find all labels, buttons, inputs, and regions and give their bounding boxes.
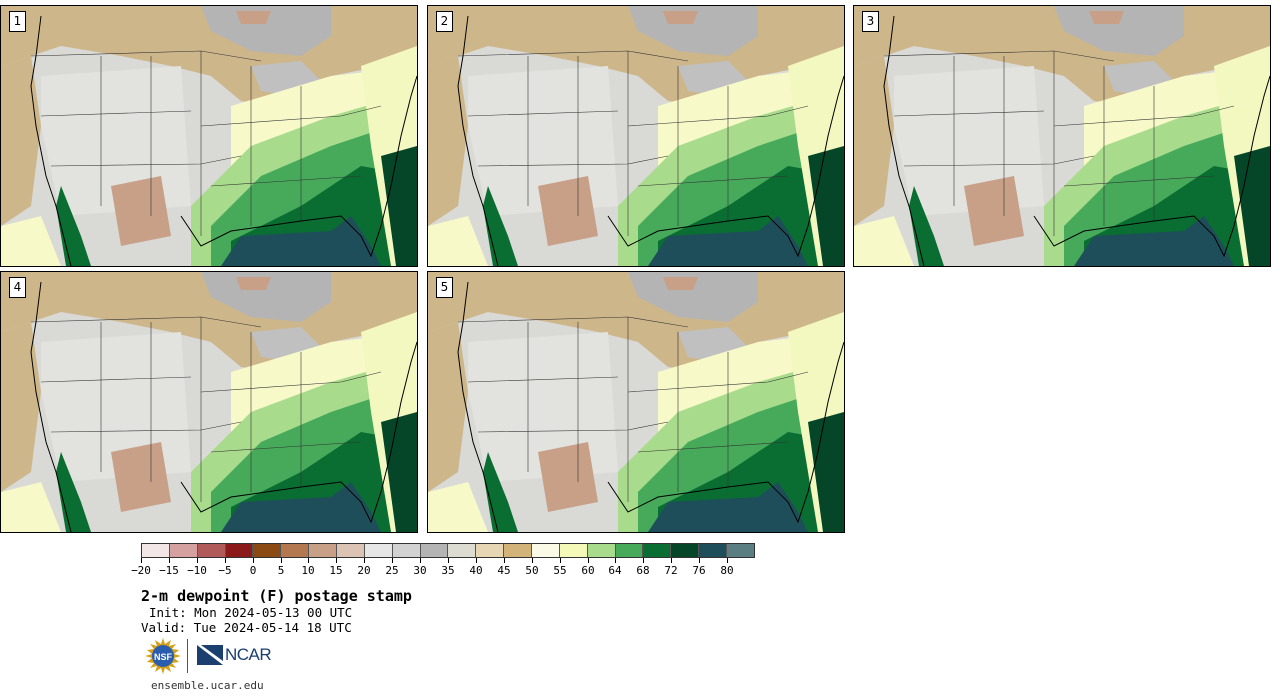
colorbar-swatch: [281, 544, 310, 557]
panel-number: 4: [9, 277, 26, 298]
colorbar-tick: [560, 558, 561, 563]
colorbar-tick: [643, 558, 644, 563]
colorbar-swatch: [643, 544, 672, 557]
colorbar-tick-label: 30: [413, 564, 427, 577]
colorbar-tick: [281, 558, 282, 563]
colorbar-swatch: [504, 544, 533, 557]
colorbar-swatch: [337, 544, 365, 557]
colorbar-tick-label: 5: [277, 564, 285, 577]
colorbar-tick: [392, 558, 393, 563]
colorbar-tick: [448, 558, 449, 563]
colorbar-tick: [420, 558, 421, 563]
ncar-mark-icon: [197, 645, 223, 665]
colorbar-tick: [169, 558, 170, 563]
colorbar-tick: [364, 558, 365, 563]
colorbar-tick-label: 80: [720, 564, 734, 577]
colorbar-tick-label: 40: [469, 564, 483, 577]
colorbar-swatch: [364, 544, 393, 557]
colorbar-swatch: [476, 544, 505, 557]
colorbar-tick: [504, 558, 505, 563]
colorbar-tick: [476, 558, 477, 563]
colorbar-tick-label: 72: [664, 564, 678, 577]
stamp-panel-2: 2: [427, 5, 845, 267]
colorbar-tick: [336, 558, 337, 563]
colorbar-swatch: [420, 544, 449, 557]
colorbar-tick-label: 68: [636, 564, 650, 577]
colorbar-swatch: [309, 544, 338, 557]
colorbar-swatch: [392, 544, 421, 557]
colorbar-tick-label: 76: [692, 564, 706, 577]
colorbar-tick: [588, 558, 589, 563]
colorbar-swatch: [699, 544, 728, 557]
colorbar-tick-label: 20: [357, 564, 371, 577]
dewpoint-map-2: [428, 6, 844, 266]
colorbar-tick-label: 45: [497, 564, 511, 577]
colorbar-ticks: −20 −15 −10 −5 0 5 10 15 20 25 30 35 40 45 50 55 60 64 68 7…: [131, 558, 755, 578]
colorbar-tick: [671, 558, 672, 563]
colorbar-tick-label: −15: [159, 564, 179, 577]
colorbar-swatch: [615, 544, 644, 557]
colorbar-tick-label: −5: [218, 564, 232, 577]
colorbar-tick: [532, 558, 533, 563]
colorbar-swatch: [169, 544, 198, 557]
colorbar-tick-label: 10: [301, 564, 315, 577]
dewpoint-map-1: [1, 6, 417, 266]
colorbar-swatch: [559, 544, 588, 557]
logo-divider: [187, 639, 188, 673]
stamp-panel-3: 3: [853, 5, 1271, 267]
panel-number: 1: [9, 11, 26, 32]
colorbar-tick-label: 0: [249, 564, 257, 577]
stamp-panel-4: 4: [0, 271, 418, 533]
colorbar-tick: [308, 558, 309, 563]
init-time: Init: Mon 2024-05-13 00 UTC: [149, 605, 353, 620]
site-url[interactable]: ensemble.ucar.edu: [151, 679, 264, 692]
ncar-logo-text: NCAR: [225, 645, 272, 664]
colorbar-tick-label: −10: [187, 564, 207, 577]
dewpoint-map-4: [1, 272, 417, 532]
valid-time: Valid: Tue 2024-05-14 18 UTC: [141, 620, 352, 635]
chart-title: 2-m dewpoint (F) postage stamp: [141, 587, 412, 605]
colorbar-swatch: [197, 544, 226, 557]
colorbar-swatch: [532, 544, 560, 557]
ncar-logo[interactable]: NCAR: [197, 644, 272, 666]
colorbar-tick-label: 55: [553, 564, 567, 577]
colorbar-tick-label: 60: [581, 564, 595, 577]
colorbar-tick: [699, 558, 700, 563]
stamp-panel-5: 5: [427, 271, 845, 533]
colorbar-tick-label: 15: [329, 564, 343, 577]
panel-number: 3: [862, 11, 879, 32]
stamp-panel-1: 1: [0, 5, 418, 267]
dewpoint-map-3: [854, 6, 1270, 266]
colorbar: [141, 543, 755, 558]
nsf-logo-icon[interactable]: NSF: [145, 638, 181, 674]
colorbar-swatch: [142, 544, 170, 557]
panel-number: 2: [436, 11, 453, 32]
colorbar-tick-label: 25: [385, 564, 399, 577]
panel-number: 5: [436, 277, 453, 298]
colorbar-tick-label: 35: [441, 564, 455, 577]
colorbar-tick: [225, 558, 226, 563]
colorbar-tick: [615, 558, 616, 563]
colorbar-swatch: [448, 544, 477, 557]
colorbar-tick-label: −20: [131, 564, 151, 577]
colorbar-swatch: [671, 544, 700, 557]
colorbar-tick: [253, 558, 254, 563]
nsf-logo-text: NSF: [154, 652, 173, 662]
colorbar-tick: [727, 558, 728, 563]
colorbar-tick: [141, 558, 142, 563]
colorbar-swatch: [727, 544, 754, 557]
colorbar-tick-label: 64: [608, 564, 622, 577]
colorbar-swatch: [225, 544, 254, 557]
colorbar-swatch: [253, 544, 282, 557]
colorbar-tick: [197, 558, 198, 563]
dewpoint-map-5: [428, 272, 844, 532]
colorbar-tick-label: 50: [525, 564, 539, 577]
colorbar-swatch: [587, 544, 616, 557]
